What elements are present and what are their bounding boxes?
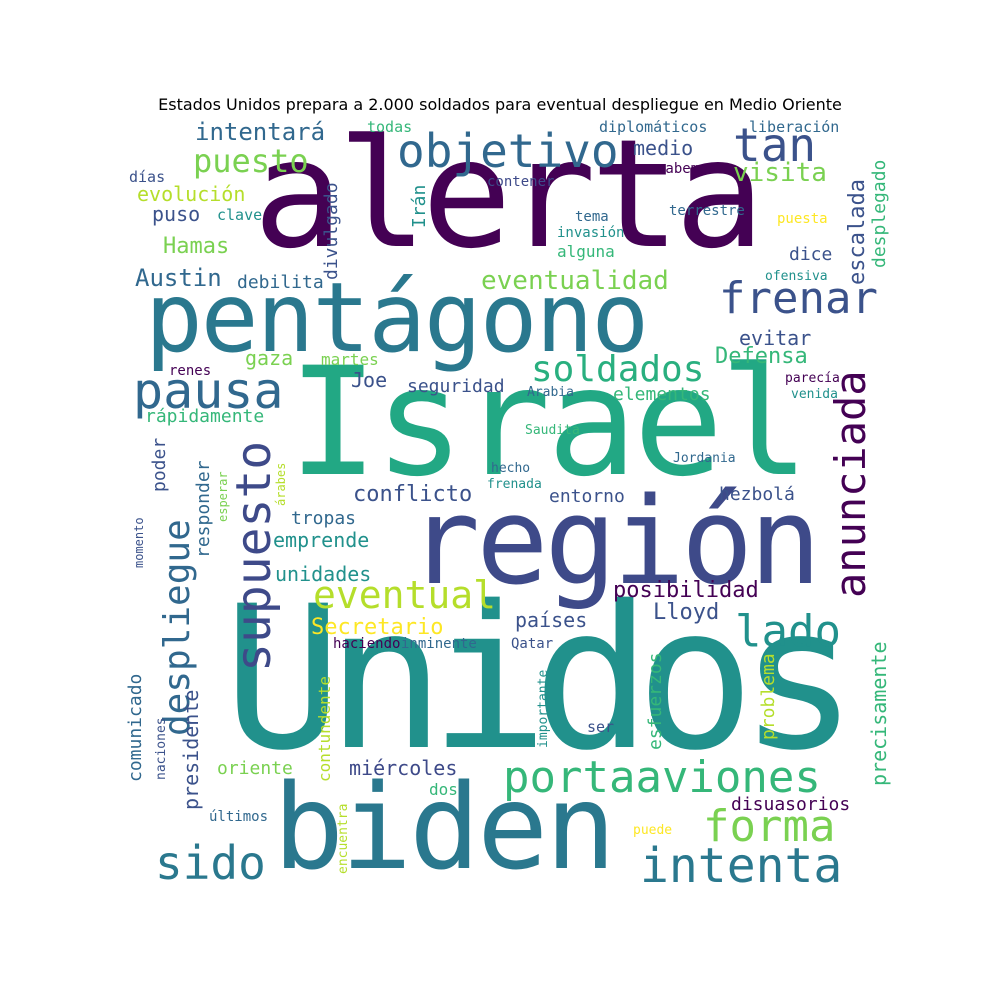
- word-posibilidad: posibilidad: [613, 578, 759, 603]
- word-responder: responder: [193, 460, 214, 558]
- word-divulgado: divulgado: [321, 182, 342, 280]
- word-intentara: intentará: [195, 120, 326, 146]
- word-evitar: evitar: [739, 326, 812, 350]
- word-tema: tema: [575, 209, 609, 225]
- word-medio: medio: [633, 136, 694, 160]
- word-gaza: gaza: [245, 346, 294, 370]
- word-disuasorios: disuasorios: [731, 794, 851, 815]
- word-austin: Austin: [135, 264, 222, 292]
- word-lloyd: Lloyd: [653, 600, 720, 625]
- word-pentagono: pentágono: [145, 262, 649, 374]
- word-biden: biden: [273, 758, 616, 895]
- word-dice: dice: [789, 244, 833, 265]
- word-visita: visita: [733, 158, 827, 188]
- word-iran: Irán: [409, 184, 430, 228]
- word-region: región: [408, 473, 821, 612]
- word-oriente: oriente: [217, 758, 293, 779]
- word-unidades: unidades: [275, 562, 372, 586]
- word-supuesto: supuesto: [226, 440, 282, 672]
- word-renes: renes: [169, 363, 212, 379]
- word-momento: momento: [132, 517, 146, 568]
- word-frenar: frenar: [719, 273, 878, 324]
- word-dos: dos: [429, 780, 458, 799]
- word-alerta: alerta: [253, 120, 765, 282]
- word-sido: sido: [155, 836, 266, 890]
- word-escalada: escalada: [845, 179, 870, 285]
- word-frenada: frenada: [487, 477, 542, 492]
- word-eventual: eventual: [313, 573, 497, 617]
- word-ser: ser: [587, 718, 615, 736]
- word-presidente: presidente: [179, 689, 203, 810]
- word-martes: martes: [321, 350, 379, 369]
- word-encuentra: encuentra: [336, 803, 351, 874]
- word-contener: contener: [487, 174, 555, 190]
- word-entorno: entorno: [549, 486, 625, 507]
- word-arabes: árabes: [274, 462, 288, 506]
- word-hezbola: hezbolá: [719, 484, 795, 505]
- word-venida: venida: [791, 387, 838, 402]
- word-esfuerzos: esfuerzos: [645, 652, 666, 750]
- word-liberacion: liberación: [749, 120, 840, 136]
- word-tropas: tropas: [291, 508, 357, 529]
- word-puesta: puesta: [777, 211, 828, 227]
- word-clave: clave: [217, 206, 263, 224]
- word-comunicado: comunicado: [125, 673, 146, 782]
- word-ultimos: últimos: [209, 809, 269, 825]
- word-importante: importante: [536, 669, 551, 748]
- word-qatar: Qatar: [511, 636, 554, 652]
- word-terrestre: terrestre: [669, 203, 745, 219]
- word-sabemos: sabemos: [657, 161, 717, 177]
- word-jordania: Jordania: [673, 451, 736, 466]
- word-parecia: parecía: [785, 371, 840, 386]
- word-diplomaticos: diplomáticos: [599, 120, 708, 136]
- word-problema: problema: [758, 653, 779, 740]
- word-pausa: pausa: [133, 362, 284, 420]
- word-dias: días: [129, 168, 166, 186]
- word-puede: puede: [633, 823, 673, 838]
- chart-title: Estados Unidos prepara a 2.000 soldados …: [158, 95, 842, 114]
- word-soldados: soldados: [531, 349, 705, 390]
- word-naciones: naciones: [154, 717, 169, 780]
- word-portaaviones: portaaviones: [503, 752, 821, 803]
- word-hamas: Hamas: [163, 234, 230, 259]
- word-unidos: Unidos: [223, 563, 858, 794]
- word-forma: forma: [703, 801, 836, 852]
- word-elementos: elementos: [613, 384, 711, 405]
- word-inminente: inminente: [401, 636, 477, 652]
- word-secretario: Secretario: [311, 615, 444, 640]
- word-invasion: invasión: [557, 225, 625, 241]
- word-arabia: Arabia: [527, 385, 574, 400]
- word-desplegado: desplegado: [869, 159, 890, 268]
- word-anunciada: anunciada: [826, 370, 875, 598]
- word-defensa: Defensa: [715, 344, 808, 369]
- word-israel: Israel: [288, 336, 810, 510]
- word-paises: países: [515, 608, 588, 632]
- word-todas: todas: [367, 120, 413, 136]
- word-haciendo: haciendo: [333, 636, 401, 652]
- word-saudita: Saudita: [525, 423, 580, 438]
- word-alguna: alguna: [557, 242, 615, 261]
- word-contundente: contundente: [315, 676, 334, 782]
- word-puesto: puesto: [193, 142, 309, 180]
- word-debilita: debilita: [237, 272, 324, 293]
- word-poder: poder: [149, 437, 170, 492]
- word-conflicto: conflicto: [353, 482, 473, 507]
- word-eventualidad: eventualidad: [481, 266, 669, 296]
- word-tan: tan: [733, 120, 817, 172]
- word-precisamente: precisamente: [867, 641, 891, 787]
- word-emprende: emprende: [273, 528, 370, 552]
- word-miercoles: miércoles: [349, 756, 458, 780]
- word-lado: lado: [735, 606, 841, 657]
- word-evolucion: evolución: [137, 182, 246, 206]
- word-seguridad: seguridad: [407, 376, 505, 397]
- word-objetivo: objetivo: [397, 124, 619, 178]
- word-rapidamente: rápidamente: [145, 406, 265, 427]
- word-joe: Joe: [351, 368, 388, 392]
- word-esperar: esperar: [216, 471, 230, 522]
- word-intenta: intenta: [640, 838, 843, 894]
- word-cloud: alerta pentágono Israel región Unidos bi…: [125, 120, 900, 895]
- word-puso: puso: [152, 202, 201, 226]
- word-ofensiva: ofensiva: [765, 269, 828, 284]
- word-hecho: hecho: [491, 461, 531, 476]
